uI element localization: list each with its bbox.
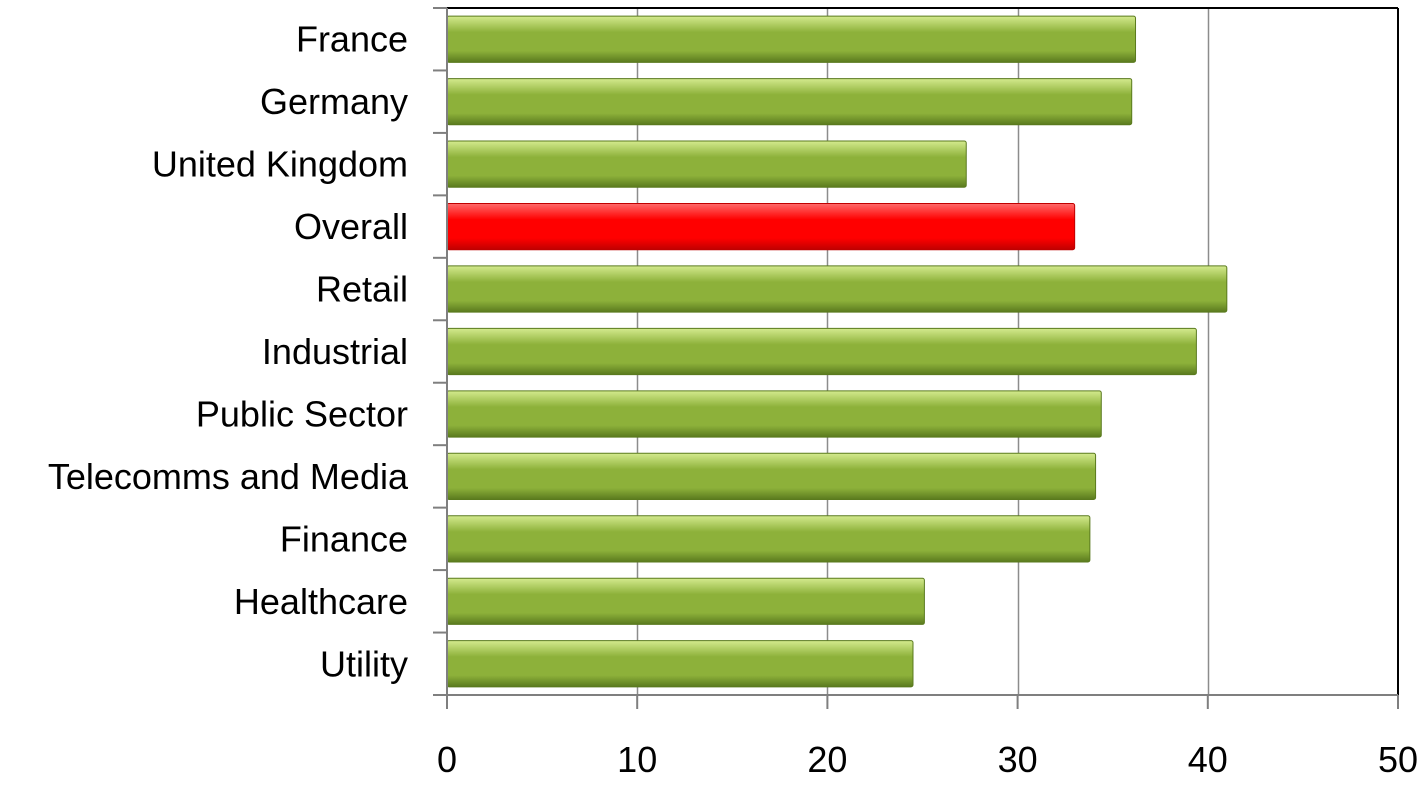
category-label-germany: Germany (260, 81, 408, 122)
category-label-healthcare: Healthcare (234, 581, 408, 622)
x-tick-label-10: 10 (617, 739, 657, 780)
bar-utility (446, 640, 914, 688)
bar-germany (446, 78, 1133, 126)
bars (446, 15, 1228, 688)
x-tick-label-0: 0 (437, 739, 457, 780)
bar-healthcare (446, 577, 925, 625)
bar-industrial (446, 327, 1197, 376)
bar-public-sector (446, 390, 1102, 438)
bar-france (446, 15, 1137, 63)
x-tick-label-40: 40 (1188, 739, 1228, 780)
category-label-retail: Retail (316, 269, 408, 310)
bar-united-kingdom (446, 140, 967, 188)
bar-telecomms-and-media (446, 452, 1097, 501)
x-tick-labels: 0 10 20 30 40 50 (437, 739, 1418, 780)
category-label-france: France (296, 19, 408, 60)
category-label-overall: Overall (294, 206, 408, 247)
bar-finance (446, 515, 1091, 563)
category-label-utility: Utility (320, 643, 408, 684)
category-label-public-sector: Public Sector (196, 393, 408, 434)
x-tick-label-20: 20 (807, 739, 847, 780)
bar-overall (446, 202, 1076, 251)
category-label-finance: Finance (280, 518, 408, 559)
category-label-industrial: Industrial (262, 331, 408, 372)
x-tick-label-50: 50 (1378, 739, 1418, 780)
category-label-united-kingdom: United Kingdom (152, 144, 408, 185)
category-labels: France Germany United Kingdom Overall Retail… (48, 19, 409, 685)
axes (433, 7, 1399, 709)
bar-retail (446, 265, 1228, 313)
x-tick-label-30: 30 (998, 739, 1038, 780)
category-label-telecomms-and-media: Telecomms and Media (48, 456, 409, 497)
